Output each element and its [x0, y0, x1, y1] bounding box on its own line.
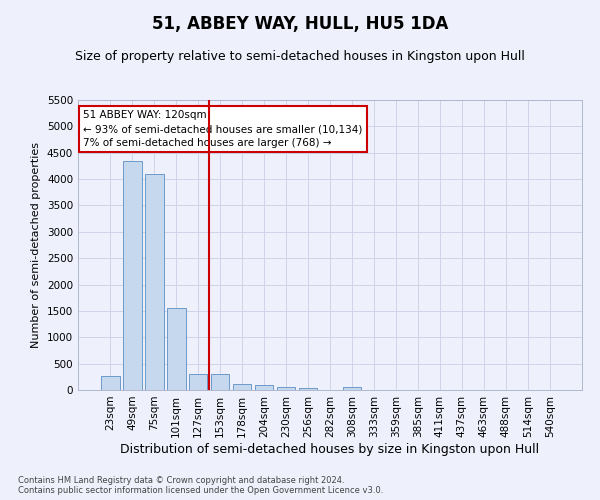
Text: 51 ABBEY WAY: 120sqm
← 93% of semi-detached houses are smaller (10,134)
7% of se: 51 ABBEY WAY: 120sqm ← 93% of semi-detac… [83, 110, 362, 148]
Bar [343, 387, 361, 390]
Bar [123, 160, 142, 390]
Bar [101, 376, 119, 390]
Text: Size of property relative to semi-detached houses in Kingston upon Hull: Size of property relative to semi-detach… [75, 50, 525, 63]
Bar [145, 174, 164, 390]
Text: Contains HM Land Registry data © Crown copyright and database right 2024.
Contai: Contains HM Land Registry data © Crown c… [18, 476, 383, 495]
Bar [211, 374, 229, 390]
Bar [167, 308, 185, 390]
Bar [277, 387, 295, 390]
Bar [299, 388, 317, 390]
Bar [255, 386, 274, 390]
X-axis label: Distribution of semi-detached houses by size in Kingston upon Hull: Distribution of semi-detached houses by … [121, 442, 539, 456]
Text: 51, ABBEY WAY, HULL, HU5 1DA: 51, ABBEY WAY, HULL, HU5 1DA [152, 15, 448, 33]
Y-axis label: Number of semi-detached properties: Number of semi-detached properties [31, 142, 41, 348]
Bar [189, 374, 208, 390]
Bar [233, 384, 251, 390]
